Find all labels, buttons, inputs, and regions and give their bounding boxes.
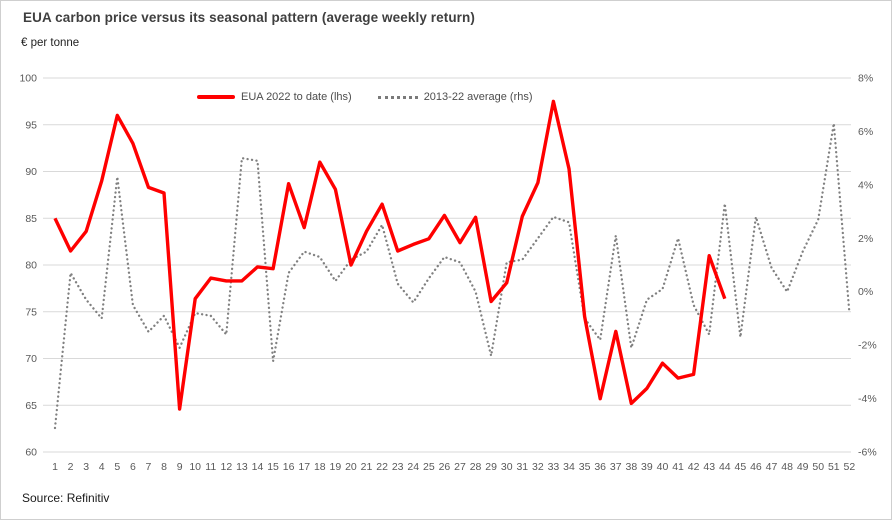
x-axis-week-label: 39 <box>641 461 653 473</box>
left-axis-tick-label: 65 <box>25 400 37 412</box>
right-axis-tick-label: 2% <box>858 233 873 245</box>
left-axis-tick-label: 100 <box>19 73 37 85</box>
x-axis-week-label: 24 <box>407 461 419 473</box>
x-axis-week-label: 28 <box>470 461 482 473</box>
x-axis-week-label: 35 <box>579 461 591 473</box>
x-axis-week-label: 32 <box>532 461 544 473</box>
legend-label-eua-2022: EUA 2022 to date (lhs) <box>241 91 352 103</box>
x-axis-week-label: 5 <box>114 461 120 473</box>
x-axis-week-label: 38 <box>625 461 637 473</box>
right-axis-tick-label: -6% <box>858 447 877 459</box>
x-axis-week-label: 17 <box>298 461 310 473</box>
x-axis-week-label: 37 <box>610 461 622 473</box>
x-axis-week-label: 18 <box>314 461 326 473</box>
source-label: Source: Refinitiv <box>22 491 110 505</box>
x-axis-week-label: 20 <box>345 461 357 473</box>
x-axis-week-label: 6 <box>130 461 136 473</box>
x-axis-week-label: 29 <box>485 461 497 473</box>
x-axis-week-label: 48 <box>781 461 793 473</box>
x-axis-week-label: 3 <box>83 461 89 473</box>
x-axis-week-label: 10 <box>189 461 201 473</box>
chart-title: EUA carbon price versus its seasonal pat… <box>23 10 475 25</box>
right-axis-tick-label: 8% <box>858 73 873 85</box>
dotted-line-swatch-icon <box>377 95 418 99</box>
x-axis-week-label: 30 <box>501 461 513 473</box>
red-line-swatch-icon <box>197 95 235 99</box>
legend-item-average: 2013-22 average (rhs) <box>377 91 533 103</box>
x-axis-week-label: 25 <box>423 461 435 473</box>
series-line-2013-22-average <box>53 122 851 430</box>
right-axis-tick-label: 4% <box>858 179 873 191</box>
right-axis-tick-label: 6% <box>858 126 873 138</box>
x-axis-week-label: 4 <box>99 461 105 473</box>
left-axis-unit-label: € per tonne <box>21 37 80 49</box>
x-axis-week-label: 52 <box>844 461 856 473</box>
x-axis-week-label: 1 <box>52 461 58 473</box>
x-axis-week-label: 33 <box>548 461 560 473</box>
left-axis-tick-label: 80 <box>25 260 37 272</box>
x-axis-week-label: 36 <box>594 461 606 473</box>
left-axis-tick-label: 75 <box>25 306 37 318</box>
x-axis-week-label: 22 <box>376 461 388 473</box>
x-axis-week-label: 26 <box>439 461 451 473</box>
x-axis-week-label: 7 <box>146 461 152 473</box>
x-axis-week-label: 11 <box>205 461 216 473</box>
x-axis-week-label: 2 <box>68 461 74 473</box>
x-axis-week-label: 14 <box>252 461 264 473</box>
x-axis-week-label: 19 <box>330 461 342 473</box>
x-axis-week-label: 46 <box>750 461 762 473</box>
left-axis-tick-label: 85 <box>25 213 37 225</box>
x-axis-week-label: 49 <box>797 461 809 473</box>
left-axis-tick-label: 95 <box>25 119 37 131</box>
x-axis-week-label: 40 <box>657 461 669 473</box>
legend-item-eua-2022: EUA 2022 to date (lhs) <box>197 91 352 103</box>
left-axis-tick-label: 90 <box>25 166 37 178</box>
left-axis-tick-label: 60 <box>25 447 37 459</box>
x-axis-week-label: 42 <box>688 461 700 473</box>
x-axis-week-label: 15 <box>267 461 279 473</box>
legend: EUA 2022 to date (lhs) 2013-22 average (… <box>197 91 533 103</box>
right-axis-tick-label: -4% <box>858 393 877 405</box>
x-axis-week-label: 16 <box>283 461 295 473</box>
series-line-eua-2022 <box>53 99 727 411</box>
x-axis-week-label: 27 <box>454 461 466 473</box>
left-axis-tick-label: 70 <box>25 353 37 365</box>
x-axis-week-label: 21 <box>361 461 373 473</box>
x-axis-week-label: 50 <box>812 461 824 473</box>
x-axis-week-label: 31 <box>516 461 528 473</box>
x-axis-week-label: 45 <box>735 461 747 473</box>
x-axis-week-label: 41 <box>672 461 684 473</box>
x-axis-week-label: 34 <box>563 461 575 473</box>
x-axis-week-label: 51 <box>828 461 840 473</box>
right-axis-tick-label: 0% <box>858 286 873 298</box>
x-axis-week-label: 47 <box>766 461 778 473</box>
x-axis-week-label: 8 <box>161 461 167 473</box>
right-axis-tick-label: -2% <box>858 340 877 352</box>
x-axis-week-label: 44 <box>719 461 731 473</box>
x-axis-week-label: 13 <box>236 461 248 473</box>
legend-label-average: 2013-22 average (rhs) <box>423 91 533 103</box>
x-axis-week-label: 43 <box>703 461 715 473</box>
x-axis-week-label: 23 <box>392 461 404 473</box>
x-axis-week-label: 9 <box>177 461 183 473</box>
x-axis-week-label: 12 <box>220 461 232 473</box>
